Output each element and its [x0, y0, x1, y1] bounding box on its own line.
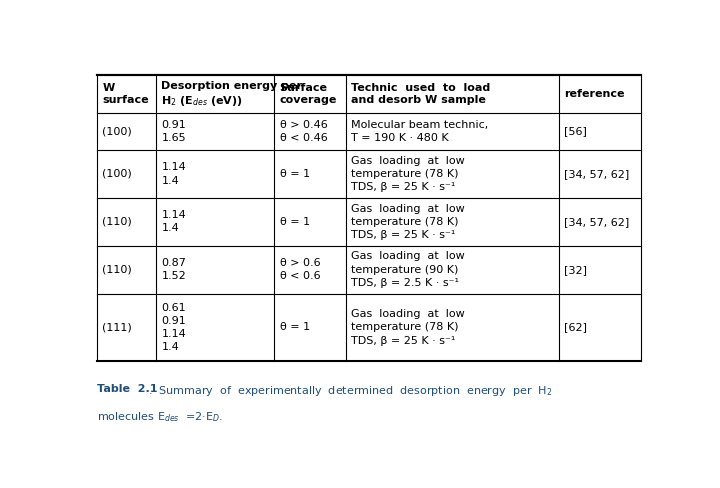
Text: [62]: [62]	[564, 323, 588, 332]
Text: Gas  loading  at  low
temperature (78 K)
TDS, β = 25 K · s⁻¹: Gas loading at low temperature (78 K) TD…	[351, 309, 465, 346]
Text: (110): (110)	[102, 264, 132, 275]
Text: Molecular beam technic,
T = 190 K · 480 K: Molecular beam technic, T = 190 K · 480 …	[351, 120, 488, 143]
Text: [34, 57, 62]: [34, 57, 62]	[564, 169, 629, 179]
Text: Technic  used  to  load
and desorb W sample: Technic used to load and desorb W sample	[351, 83, 490, 105]
Text: 1.14
1.4: 1.14 1.4	[161, 210, 186, 233]
Text: Gas  loading  at  low
temperature (78 K)
TDS, β = 25 K · s⁻¹: Gas loading at low temperature (78 K) TD…	[351, 203, 465, 240]
Text: 0.61
0.91
1.14
1.4: 0.61 0.91 1.14 1.4	[161, 303, 186, 352]
Text: Gas  loading  at  low
temperature (78 K)
TDS, β = 25 K · s⁻¹: Gas loading at low temperature (78 K) TD…	[351, 156, 465, 192]
Text: 0.91
1.65: 0.91 1.65	[161, 120, 186, 143]
Text: 1.14
1.4: 1.14 1.4	[161, 163, 186, 185]
Text: Table  2.1: Table 2.1	[96, 384, 157, 394]
Text: W
surface: W surface	[102, 83, 149, 105]
Text: reference: reference	[564, 89, 625, 99]
Text: Desorption energy per
H$_2$ (E$_{des}$ (eV)): Desorption energy per H$_2$ (E$_{des}$ (…	[161, 81, 302, 107]
Text: (110): (110)	[102, 217, 132, 227]
Text: Gas  loading  at  low
temperature (90 K)
TDS, β = 2.5 K · s⁻¹: Gas loading at low temperature (90 K) TD…	[351, 251, 465, 288]
Text: θ = 1: θ = 1	[280, 217, 310, 227]
Text: θ = 1: θ = 1	[280, 323, 310, 332]
Text: .  Summary  of  experimentally  determined  desorption  energy  per  H$_2$: . Summary of experimentally determined d…	[148, 384, 552, 398]
Text: molecules E$_{des}$  =2·E$_D$.: molecules E$_{des}$ =2·E$_D$.	[96, 410, 222, 424]
Text: θ = 1: θ = 1	[280, 169, 310, 179]
Text: θ > 0.46
θ < 0.46: θ > 0.46 θ < 0.46	[280, 120, 328, 143]
Text: θ > 0.6
θ < 0.6: θ > 0.6 θ < 0.6	[280, 258, 320, 281]
Text: (100): (100)	[102, 126, 132, 136]
Text: [32]: [32]	[564, 264, 588, 275]
Text: (111): (111)	[102, 323, 132, 332]
Text: (100): (100)	[102, 169, 132, 179]
Text: Surface
coverage: Surface coverage	[280, 83, 337, 105]
Text: [56]: [56]	[564, 126, 588, 136]
Text: 0.87
1.52: 0.87 1.52	[161, 258, 186, 281]
Text: [34, 57, 62]: [34, 57, 62]	[564, 217, 629, 227]
